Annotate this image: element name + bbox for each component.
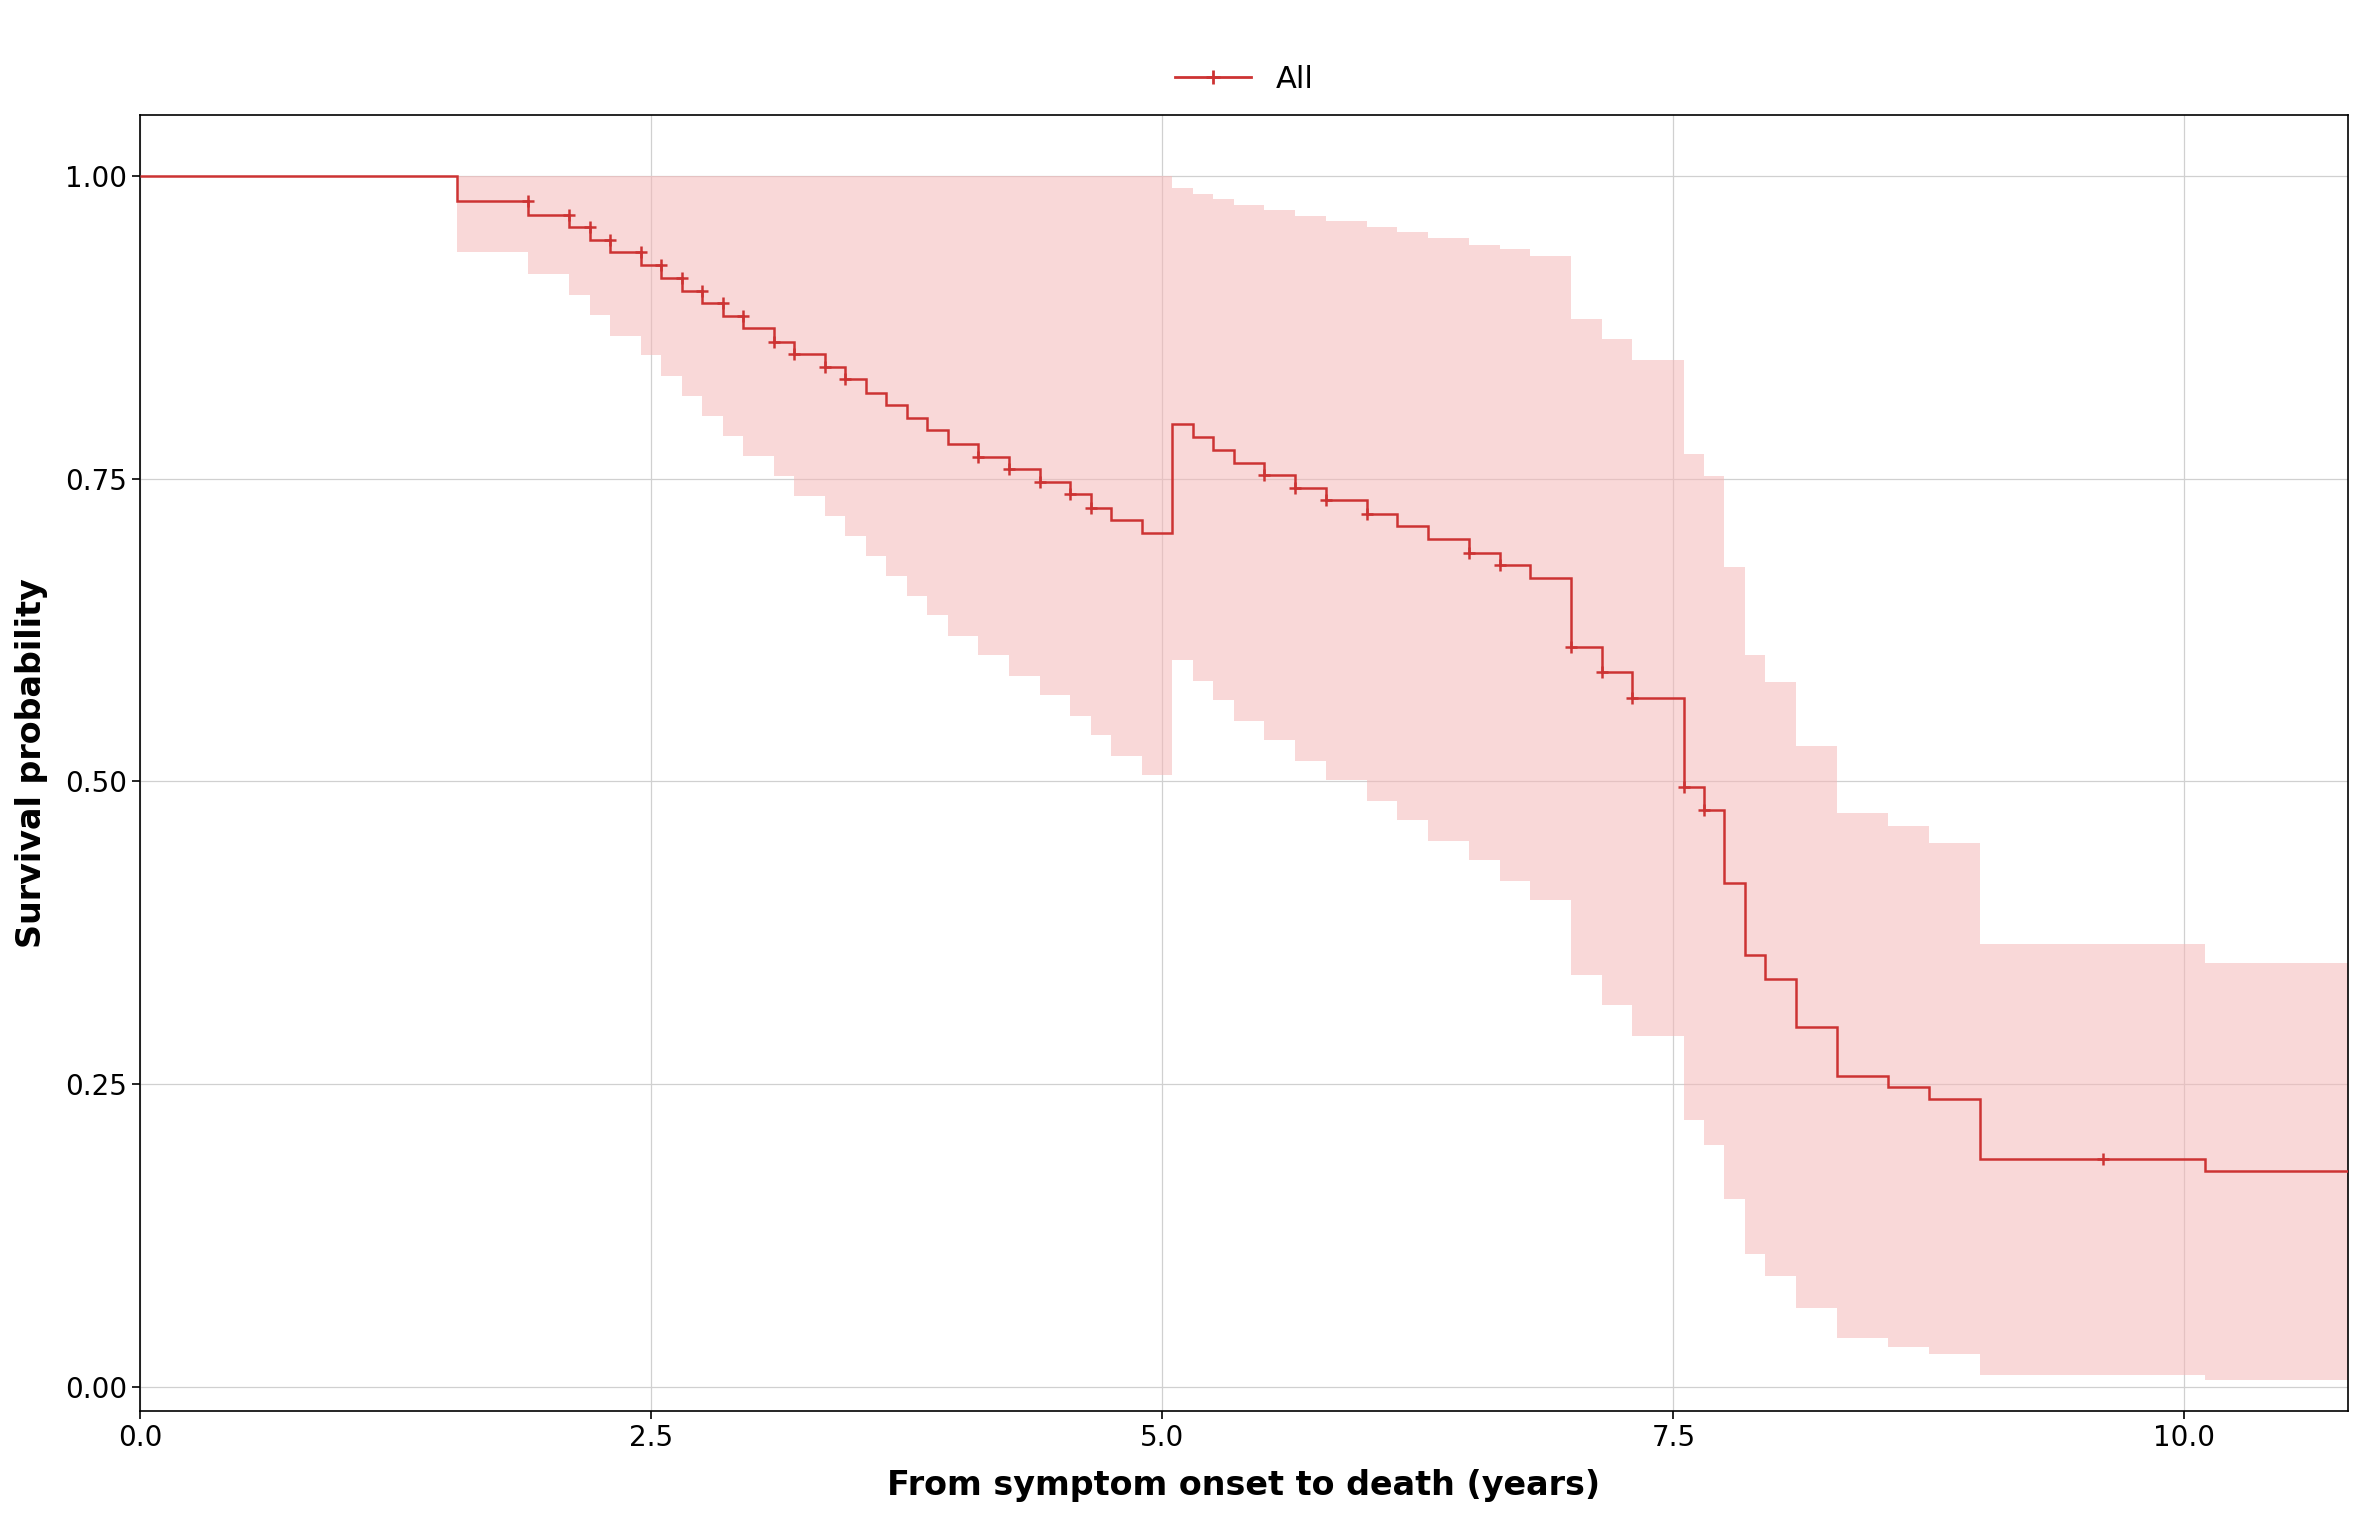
Y-axis label: Survival probability: Survival probability <box>14 578 47 948</box>
Legend: All: All <box>1163 53 1326 106</box>
X-axis label: From symptom onset to death (years): From symptom onset to death (years) <box>888 1468 1600 1502</box>
